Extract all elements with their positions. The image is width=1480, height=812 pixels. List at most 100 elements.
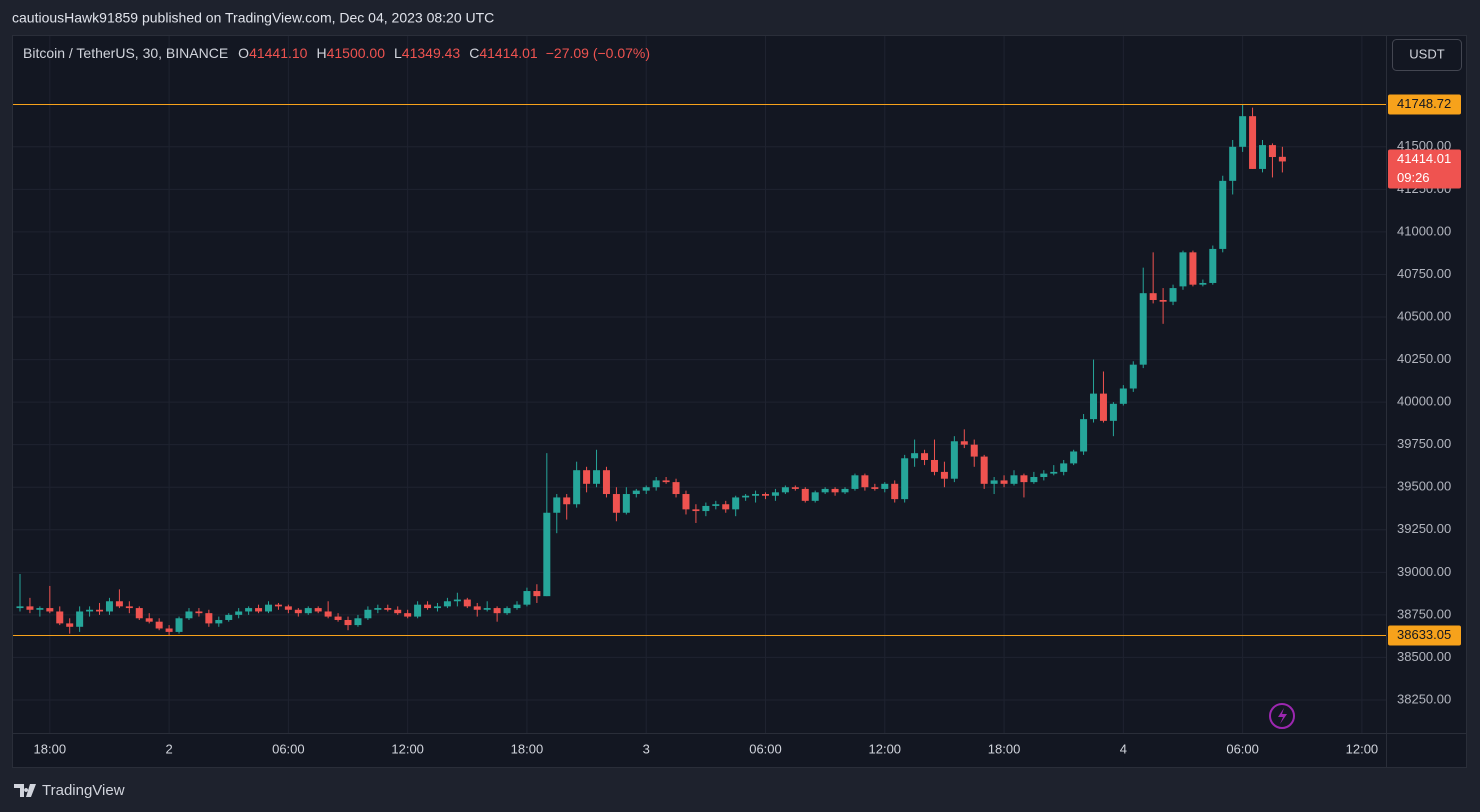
x-tick-label: 18:00 [511,741,544,756]
candle-body [930,459,938,472]
candle-body [76,611,84,627]
candle-body [1278,156,1286,162]
candle-body [970,444,978,457]
y-tick-label: 40000.00 [1397,394,1451,409]
y-tick-label: 40750.00 [1397,266,1451,281]
candle-body [563,497,571,505]
candle-body [1030,477,1038,483]
candle-body [553,497,561,513]
candle-body [851,475,859,489]
candle-body [1070,451,1078,464]
candle-body [921,453,929,460]
alert-bolt [1278,708,1287,724]
y-tick-label: 40250.00 [1397,351,1451,366]
candle-body [473,606,481,610]
alert-icon[interactable] [1269,703,1295,729]
x-tick-label: 12:00 [391,741,424,756]
candle-body [602,470,610,495]
brand-name: TradingView [42,782,125,799]
overlay: 41748.72 38633.05 41414.01 09:26 [13,94,1461,646]
x-tick-label: 18:00 [34,741,67,756]
attribution: cautiousHawk91859 published on TradingVi… [12,10,494,26]
candle-body [1119,388,1127,404]
candle-body [801,488,809,501]
candle-body [871,487,879,489]
candle-body [463,599,471,607]
candle-body [115,601,123,607]
candle-body [940,471,948,479]
countdown-label: 09:26 [1397,170,1430,185]
candle-body [612,494,620,513]
candle-body [66,623,74,627]
legend-value: 41349.43 [402,45,461,61]
candle-body [1149,293,1157,300]
legend-value: 41500.00 [327,45,386,61]
candle-body [1080,419,1088,452]
candle-body [652,480,660,488]
candle-body [1209,248,1217,283]
candle-body [384,608,392,610]
legend-symbol: Bitcoin / TetherUS, 30, BINANCE [23,45,228,61]
candle-body [950,441,958,479]
currency-button[interactable] [1392,39,1462,71]
candle-body [265,604,272,612]
candle-body [712,504,720,506]
x-tick-label: 06:00 [272,741,305,756]
candle-body [1040,473,1048,478]
candle-body [245,608,253,612]
candle-body [1090,393,1098,420]
candle-body [881,483,889,489]
candle-body [26,606,34,610]
candle-body [274,604,282,607]
candle-body [911,453,919,459]
candle-body [1099,393,1107,421]
candle-body [215,619,223,624]
candle-body [1109,403,1117,421]
candle-body [752,494,760,496]
legend-key: H [316,45,326,61]
candle-body [593,470,601,484]
candle-body [16,606,24,609]
brand-logo [14,784,36,797]
legend-key: O [238,45,249,61]
candle-body [682,494,690,510]
candle-body [503,608,511,614]
candle-body [523,591,531,605]
candle-body [722,504,730,510]
candle-body [483,608,491,610]
currency-label[interactable]: USDT [1409,46,1444,61]
candle-body [821,488,829,493]
candle-body [414,604,422,617]
level-tag [1388,94,1461,115]
candle-body [662,480,670,483]
legend-change: −27.09 (−0.07%) [546,45,650,61]
x-tick-label: 12:00 [869,741,902,756]
candle-body [145,618,153,622]
candle-body [294,609,302,614]
x-tick-label: 12:00 [1346,741,1379,756]
level-label: 38633.05 [1397,627,1451,642]
y-tick-label: 38750.00 [1397,606,1451,621]
y-tick-label: 39000.00 [1397,564,1451,579]
chart-pane [12,35,1467,768]
candle-body [732,497,740,510]
candle-body [205,613,213,624]
candle-body [1020,475,1028,483]
candle-body [1259,145,1266,169]
candle-body [374,608,382,610]
candle-body [791,487,799,489]
candle-body [424,604,432,609]
candle-body [811,492,819,501]
candle-body [364,609,372,619]
candle-body [324,611,332,617]
candle-body [960,441,968,445]
candle-body [493,608,501,614]
candle-body [1159,299,1167,302]
candle-body [672,482,680,495]
legend-key: C [469,45,479,61]
candle-body [394,609,402,614]
candle-body [642,487,650,491]
candle-body [255,608,263,612]
candle-body [533,591,541,597]
candle-body [980,456,988,484]
